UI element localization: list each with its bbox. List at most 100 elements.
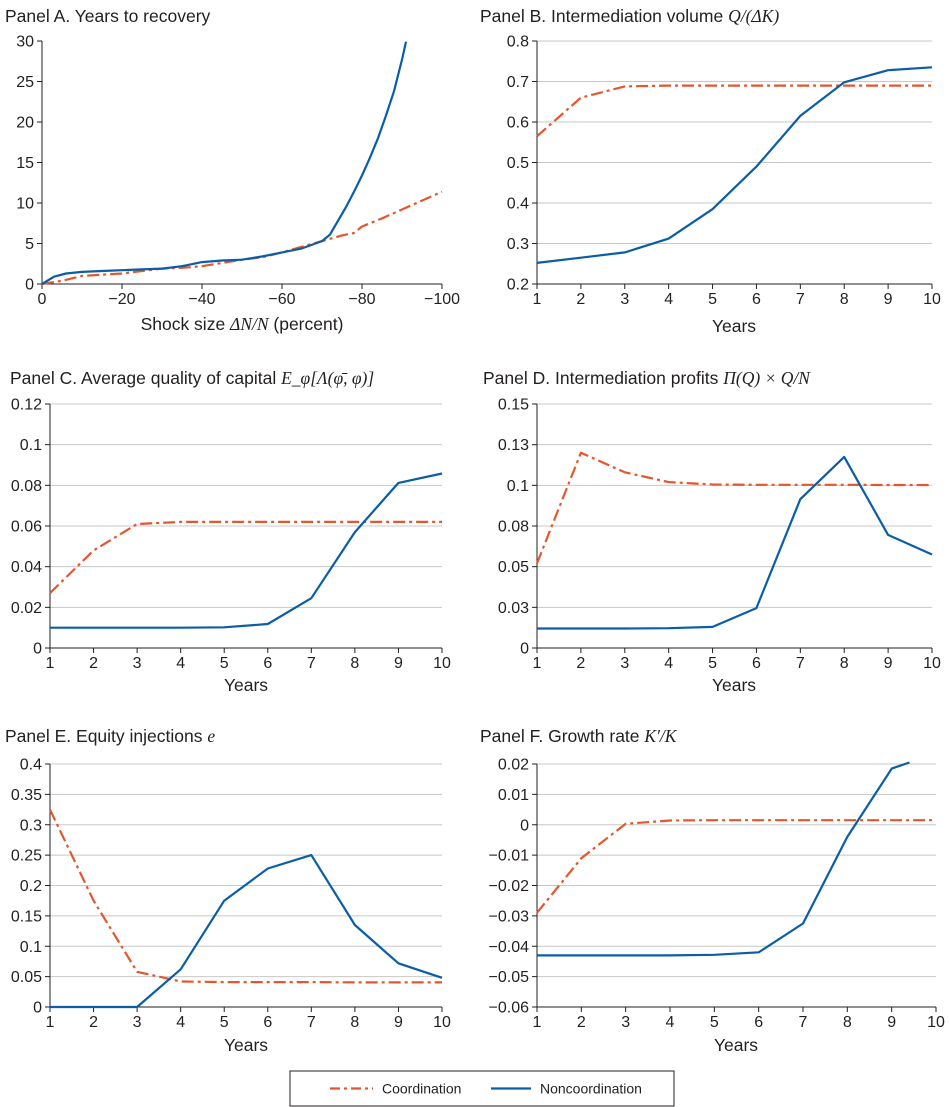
series-coordination-line [535, 451, 932, 564]
y-tick-label: −0.06 [489, 1000, 530, 1017]
x-tick-label: 1 [533, 1014, 542, 1031]
legend: Coordination Noncoordination [289, 1070, 675, 1107]
x-tick-label: 4 [176, 655, 185, 672]
x-tick-label: 7 [307, 1014, 316, 1031]
x-tick-label: 10 [927, 1014, 945, 1031]
x-tick-label: 1 [46, 655, 55, 672]
series-noncoordination-line [537, 761, 910, 957]
series-coordination-line [49, 520, 442, 594]
y-tick-label: −0.05 [489, 969, 530, 986]
x-tick-label: −60 [268, 291, 295, 308]
y-tick-label: 0 [520, 817, 529, 834]
x-tick-label: 4 [666, 1014, 675, 1031]
y-tick-label: −0.03 [489, 908, 530, 925]
x-tick-label: 9 [394, 1014, 403, 1031]
x-tick-label: 1 [46, 1014, 55, 1031]
y-tick-label: 30 [16, 34, 34, 51]
y-tick-label: 0.4 [507, 196, 529, 213]
x-tick-label: 5 [708, 291, 717, 308]
x-axis-label: Years [714, 1035, 758, 1055]
x-tick-label: 8 [840, 291, 849, 308]
y-tick-label: −0.01 [489, 848, 530, 865]
x-tick-label: 2 [576, 655, 585, 672]
x-tick-label: 2 [89, 655, 98, 672]
x-tick-label: 5 [220, 1014, 229, 1031]
panel-b: Panel B. Intermediation volume Q/(ΔK) 0.2… [480, 6, 941, 336]
y-tick-label: 0.04 [11, 559, 42, 576]
y-tick-label: 0.25 [11, 848, 42, 865]
y-tick-label: 10 [16, 196, 34, 213]
panel-e: Panel E. Equity injections e 0 0.05 0.1 0.15… [5, 726, 451, 1055]
y-tick-label: 0.05 [498, 559, 529, 576]
x-tick-label: 3 [620, 655, 629, 672]
y-tick-label: 0.2 [20, 878, 42, 895]
x-tick-label: 2 [577, 1014, 586, 1031]
y-tick-label: 0.01 [498, 787, 529, 804]
x-tick-label: 5 [708, 655, 717, 672]
y-tick-label: 0.6 [507, 115, 529, 132]
x-axis-label: Years [712, 316, 756, 336]
y-tick-label: 0.4 [20, 757, 42, 774]
x-tick-label: 6 [752, 655, 761, 672]
y-tick-label: 0.08 [11, 478, 42, 495]
y-tick-label: 0.2 [507, 277, 529, 294]
y-tick-label: 0.03 [498, 600, 529, 617]
y-tick-label: 0.05 [11, 969, 42, 986]
x-tick-label: 2 [89, 1014, 98, 1031]
legend-label-coordination: Coordination [382, 1081, 461, 1097]
series-coordination-line [536, 819, 936, 914]
x-tick-label: 3 [620, 291, 629, 308]
x-tick-label: −40 [188, 291, 215, 308]
y-tick-label: 5 [25, 236, 34, 253]
x-axis-label: Years [712, 675, 756, 695]
series-noncoordination-line [536, 66, 933, 264]
panel-c: Panel C. Average quality of capital E_φ[… [10, 368, 451, 695]
x-tick-label: 8 [350, 655, 359, 672]
x-tick-label: 4 [664, 655, 673, 672]
y-tick-label: 0.15 [11, 908, 42, 925]
y-tick-label: 0.1 [20, 437, 42, 454]
series-noncoordination-line [50, 472, 443, 629]
x-tick-label: 9 [887, 1014, 896, 1031]
x-tick-label: 10 [923, 655, 941, 672]
x-tick-label: −20 [108, 291, 135, 308]
panel-a: Panel A. Years to recovery 0 5 10 15 20 25 30 0 −… [5, 6, 460, 334]
x-tick-label: 6 [754, 1014, 763, 1031]
x-tick-label: 6 [263, 1014, 272, 1031]
x-tick-label: 7 [796, 655, 805, 672]
x-tick-label: 5 [710, 1014, 719, 1031]
y-tick-label: 15 [16, 155, 34, 172]
x-tick-label: 0 [38, 291, 47, 308]
x-axis-label: Shock size ΔN/N (percent) [141, 314, 344, 334]
x-tick-label: 7 [307, 655, 316, 672]
x-tick-label: 9 [394, 655, 403, 672]
y-tick-label: 0.1 [20, 939, 42, 956]
y-tick-label: 0.15 [498, 397, 529, 414]
y-tick-label: 0 [33, 641, 42, 658]
y-tick-label: 0.12 [11, 397, 42, 414]
x-tick-label: 8 [843, 1014, 852, 1031]
panel-a-title: Panel A. Years to recovery [5, 6, 211, 26]
series-coordination-line [49, 809, 442, 984]
panel-b-title: Panel B. Intermediation volume Q/(ΔK) [480, 6, 779, 26]
legend-label-noncoordination: Noncoordination [540, 1081, 642, 1097]
x-axis-label: Years [224, 1035, 268, 1055]
panel-f-title: Panel F. Growth rate K′/K [480, 726, 678, 746]
x-axis-label: Years [224, 675, 268, 695]
panel-f: Panel F. Growth rate K′/K −0.06 −0.05 −0.04… [480, 726, 945, 1055]
x-tick-label: 1 [533, 291, 542, 308]
x-tick-label: 10 [433, 655, 451, 672]
x-tick-label: 2 [576, 291, 585, 308]
x-tick-label: 10 [433, 1014, 451, 1031]
x-tick-label: 1 [533, 655, 542, 672]
x-tick-label: 7 [796, 291, 805, 308]
y-tick-label: 0.06 [11, 519, 42, 536]
series-coordination-line [536, 84, 932, 138]
y-tick-label: 0 [33, 1000, 42, 1017]
panel-c-title: Panel C. Average quality of capital E_φ[… [10, 368, 374, 388]
x-tick-label: 4 [176, 1014, 185, 1031]
series-coordination-line [41, 190, 443, 286]
y-tick-label: 0.08 [498, 519, 529, 536]
panel-d-title: Panel D. Intermediation profits Π(Q) × Q… [483, 368, 811, 388]
